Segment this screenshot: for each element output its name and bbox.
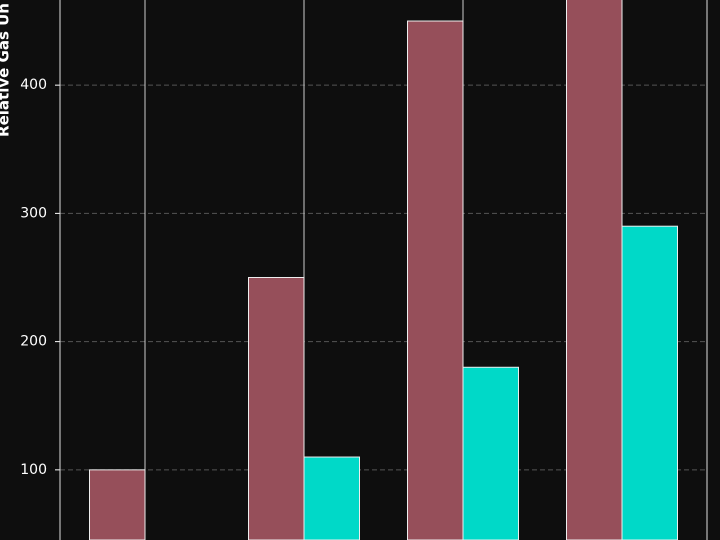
bar [248, 277, 305, 540]
bar [89, 469, 146, 540]
bar [462, 366, 519, 540]
y-tick-label: 200 [20, 334, 47, 350]
y-tick-label: 400 [20, 77, 47, 93]
y-axis-label: Relative Gas Un [0, 3, 13, 137]
y-tick-label: 100 [20, 462, 47, 478]
bar [407, 20, 464, 540]
bar [621, 225, 678, 540]
bar [303, 456, 360, 540]
bar [566, 0, 623, 540]
y-tick-label: 300 [20, 205, 47, 221]
